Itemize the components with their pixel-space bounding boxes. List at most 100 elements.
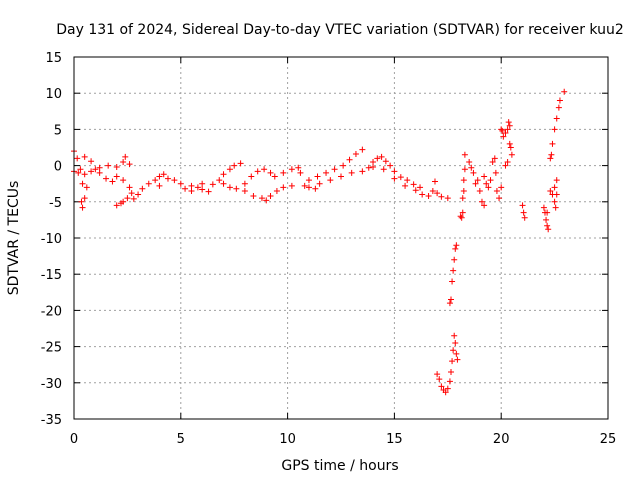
y-tick-label: -10	[41, 232, 62, 247]
data-point	[380, 166, 387, 173]
data-point	[314, 173, 321, 180]
data-point	[485, 184, 492, 191]
data-point	[346, 156, 353, 163]
data-point	[79, 204, 86, 211]
data-point	[500, 133, 507, 140]
data-point	[492, 169, 499, 176]
data-point	[254, 168, 261, 175]
data-point	[402, 182, 409, 189]
data-point	[126, 184, 133, 191]
data-point	[451, 332, 458, 339]
data-point	[454, 356, 461, 363]
data-point	[164, 175, 171, 182]
data-point	[103, 175, 110, 182]
data-point	[124, 195, 131, 202]
x-tick-label: 0	[70, 432, 78, 447]
data-point	[561, 88, 568, 95]
data-point	[460, 177, 467, 184]
data-point	[448, 296, 455, 303]
data-point	[188, 187, 195, 194]
data-point	[105, 162, 112, 169]
data-point	[205, 188, 212, 195]
data-point	[493, 187, 500, 194]
data-point	[502, 130, 509, 137]
data-point	[444, 195, 451, 202]
data-point	[505, 119, 512, 126]
data-point	[323, 169, 330, 176]
data-point	[436, 376, 443, 383]
data-point	[450, 267, 457, 274]
y-axis-label: SDTVAR / TECUs	[6, 181, 22, 296]
data-point	[348, 169, 355, 176]
data-point	[120, 177, 127, 184]
data-point	[81, 153, 88, 160]
data-point	[404, 177, 411, 184]
data-point	[273, 187, 280, 194]
data-point	[551, 184, 558, 191]
data-point	[410, 181, 417, 188]
data-point	[340, 162, 347, 169]
data-point	[544, 222, 551, 229]
y-tick-label: 15	[45, 51, 62, 66]
data-point	[481, 173, 488, 180]
data-points	[71, 88, 568, 396]
data-point	[387, 162, 394, 169]
data-point	[96, 164, 103, 171]
data-point	[352, 151, 359, 158]
data-point	[453, 242, 460, 249]
data-point	[438, 193, 445, 200]
data-point	[412, 187, 419, 194]
x-tick-label: 5	[177, 432, 185, 447]
data-point	[434, 190, 441, 197]
data-point	[156, 173, 163, 180]
data-point	[545, 226, 552, 233]
data-point	[305, 177, 312, 184]
data-point	[122, 153, 129, 160]
data-point	[220, 171, 227, 178]
data-point	[444, 385, 451, 392]
data-point	[520, 209, 527, 216]
data-point	[75, 169, 82, 176]
data-point	[466, 158, 473, 165]
data-point	[135, 191, 142, 198]
data-point	[472, 180, 479, 187]
data-point	[370, 164, 377, 171]
data-point	[548, 151, 555, 158]
data-point	[556, 97, 563, 104]
data-point	[552, 204, 559, 211]
data-point	[446, 300, 453, 307]
data-point	[549, 140, 556, 147]
data-point	[468, 164, 475, 171]
data-point	[338, 173, 344, 180]
data-point	[79, 180, 86, 187]
data-point	[359, 146, 366, 153]
data-point	[553, 177, 560, 184]
data-point	[551, 198, 558, 205]
data-point	[487, 177, 494, 184]
data-point	[448, 368, 455, 375]
data-point	[374, 155, 381, 162]
data-point	[83, 184, 90, 191]
data-point	[417, 184, 424, 191]
data-point	[267, 169, 274, 176]
data-point	[182, 185, 189, 192]
data-point	[551, 126, 558, 133]
data-point	[391, 175, 398, 182]
data-point	[438, 383, 445, 390]
data-point	[128, 190, 135, 197]
data-point	[544, 209, 551, 216]
data-point	[88, 158, 95, 165]
data-point	[489, 158, 496, 165]
data-point	[483, 180, 490, 187]
data-point	[77, 166, 84, 173]
data-point	[261, 166, 268, 173]
data-point	[553, 191, 560, 198]
x-tick-label: 20	[493, 432, 510, 447]
data-point	[470, 169, 477, 176]
x-tick-label: 10	[279, 432, 296, 447]
data-point	[288, 166, 295, 173]
data-point	[434, 371, 441, 378]
data-point	[199, 180, 206, 187]
data-point	[504, 158, 511, 165]
